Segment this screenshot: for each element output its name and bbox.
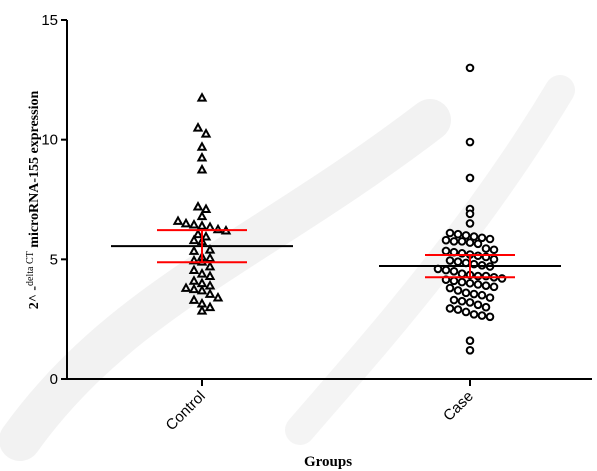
data-point-control	[196, 284, 208, 295]
data-point-case	[457, 296, 467, 306]
data-point-case	[489, 282, 499, 292]
data-point-control	[188, 294, 200, 304]
data-point-control	[200, 230, 212, 241]
data-point-case	[481, 271, 491, 281]
data-point-case	[445, 283, 455, 293]
y-axis-title: 2^ -delta CT microRNA-155 expression	[25, 91, 42, 310]
data-point-case	[481, 302, 491, 312]
data-point-case	[469, 310, 479, 319]
data-point-control	[188, 218, 200, 229]
data-point-case	[457, 277, 467, 287]
data-point-case	[489, 245, 499, 255]
data-point-case	[465, 345, 475, 355]
y-tick-label: 5	[50, 251, 58, 268]
data-point-case	[489, 255, 499, 264]
data-point-case	[441, 235, 451, 245]
data-point-case	[453, 229, 463, 239]
y-tick-label: 15	[41, 12, 58, 29]
data-point-control	[204, 221, 216, 231]
x-tick-label: Control	[163, 388, 209, 434]
data-point-case	[441, 246, 451, 256]
data-point-case	[485, 234, 495, 244]
data-point-case	[473, 239, 483, 249]
data-point-control	[204, 260, 216, 271]
data-point-control	[196, 268, 208, 278]
data-point-case	[449, 237, 459, 246]
data-point-control	[192, 228, 204, 239]
data-point-case	[485, 312, 495, 322]
data-point-case	[449, 276, 459, 286]
data-point-control	[196, 141, 208, 151]
data-point-case	[465, 173, 475, 183]
data-point-case	[465, 336, 475, 346]
data-point-control	[188, 245, 200, 255]
data-point-control	[188, 234, 200, 245]
data-point-control	[204, 301, 216, 312]
y-axis-title-prefix: 2^ -	[27, 286, 42, 310]
data-point-case	[477, 311, 487, 320]
y-axis-title-superscript: delta CT	[25, 251, 36, 286]
data-point-case	[465, 137, 475, 147]
data-point-case	[473, 271, 483, 281]
data-point-control	[188, 283, 200, 294]
x-tick-label: Case	[440, 388, 477, 425]
data-point-control	[196, 163, 208, 174]
data-point-control	[204, 288, 216, 298]
data-point-control	[196, 210, 208, 221]
data-point-control	[196, 151, 208, 162]
y-tick-label: 0	[50, 371, 58, 388]
x-axis-title: Groups	[304, 454, 352, 470]
data-point-case	[461, 288, 471, 298]
data-point-control	[200, 203, 212, 213]
data-point-case	[449, 295, 459, 305]
data-point-case	[457, 269, 467, 278]
data-point-case	[477, 233, 487, 243]
data-point-case	[465, 219, 475, 228]
data-point-control	[188, 264, 200, 274]
data-point-control	[212, 223, 224, 234]
data-point-case	[465, 63, 475, 73]
data-point-case	[461, 231, 471, 240]
data-point-control	[196, 305, 208, 315]
y-tick-label: 10	[41, 132, 58, 149]
data-point-case	[457, 237, 467, 246]
data-point-case	[453, 257, 463, 267]
data-point-case	[461, 307, 471, 317]
data-point-case	[453, 286, 463, 295]
data-point-case	[465, 298, 475, 307]
data-point-case	[481, 281, 491, 290]
data-point-case	[497, 274, 507, 283]
data-point-control	[192, 122, 204, 132]
data-point-case	[465, 278, 475, 288]
data-point-control	[180, 217, 192, 228]
data-point-case	[473, 300, 483, 310]
data-point-control	[204, 270, 216, 280]
data-point-case	[445, 256, 455, 265]
data-point-case	[481, 244, 491, 253]
data-point-case	[441, 265, 451, 275]
data-point-case	[469, 232, 479, 241]
data-point-control	[200, 128, 212, 138]
data-point-case	[473, 280, 483, 289]
data-point-control	[196, 92, 208, 102]
data-point-case	[465, 209, 475, 219]
data-point-case	[485, 293, 495, 302]
y-axis-title-suffix: microRNA-155 expression	[27, 91, 42, 252]
data-point-case	[465, 238, 475, 247]
data-point-case	[449, 267, 459, 276]
data-point-control	[212, 291, 224, 302]
data-point-case	[445, 228, 455, 238]
data-point-control	[180, 282, 192, 292]
data-point-control	[196, 220, 208, 230]
data-point-case	[445, 304, 455, 313]
data-point-case	[477, 290, 487, 300]
data-point-control	[192, 201, 204, 211]
data-point-case	[469, 289, 479, 299]
data-point-control	[172, 215, 184, 225]
data-point-case	[453, 305, 463, 314]
